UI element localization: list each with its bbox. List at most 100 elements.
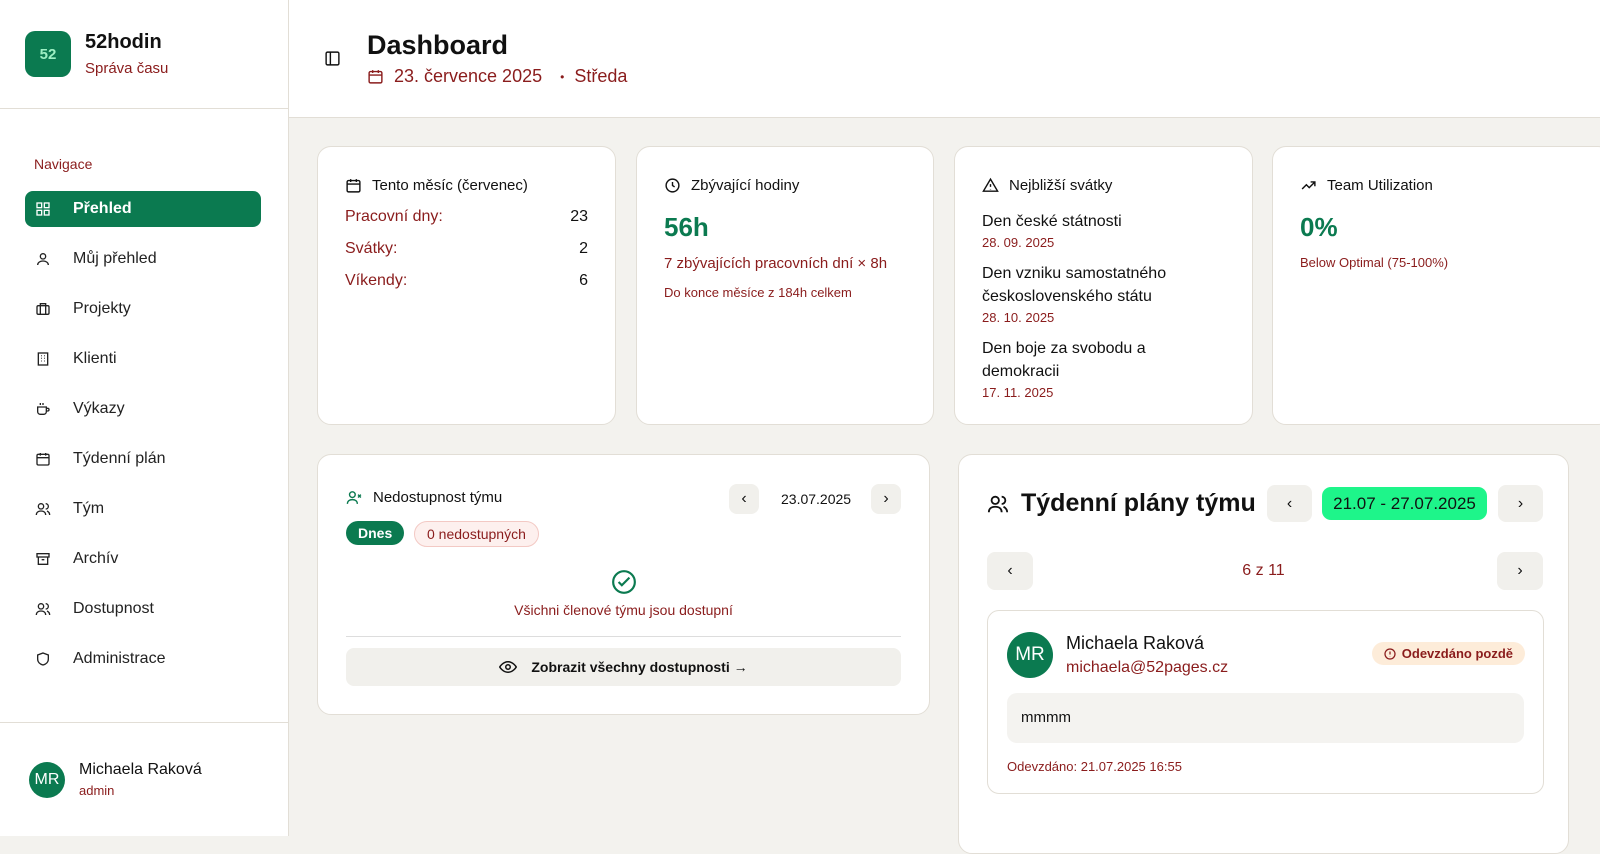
remaining-note: Do konce měsíce z 184h celkem [664, 285, 852, 300]
sidebar-toggle-icon[interactable] [324, 50, 341, 67]
stat-label: Svátky: [345, 240, 398, 257]
brand: 52 52hodin Správa času [0, 0, 288, 109]
weekly-plans-card: Týdenní plány týmu ‹ 21.07 - 27.07.2025 … [958, 454, 1569, 854]
clock-icon [665, 178, 680, 193]
separator: • [560, 69, 565, 84]
avatar: MR [29, 761, 65, 798]
stat-label: Pracovní dny: [345, 208, 443, 225]
stat-value: 6 [579, 272, 588, 289]
card-title: Nejbližší svátky [1009, 177, 1113, 194]
coffee-icon [37, 403, 50, 415]
prev-member-button[interactable]: ‹ [987, 552, 1033, 590]
calendar-icon [368, 70, 383, 84]
stat-label: Víkendy: [345, 272, 408, 289]
holiday-item: Den české státnosti 28. 09. 2025 [982, 210, 1225, 250]
grid-icon [36, 202, 50, 216]
holiday-name: Den vzniku samostatného československého… [982, 265, 1167, 305]
late-status-badge: Odevzdáno pozdě [1371, 642, 1525, 665]
all-available-message: Všichni členové týmu jsou dostupní [514, 602, 733, 618]
sidebar-item-label: Můj přehled [73, 250, 157, 267]
member-pager: 6 z 11 [1242, 562, 1285, 579]
building-icon [37, 352, 49, 366]
next-member-button[interactable]: › [1497, 552, 1543, 590]
holidays-card: Nejbližší svátky Den české státnosti 28. … [954, 146, 1253, 425]
sidebar-item-0[interactable]: Přehled [25, 191, 261, 227]
sidebar-item-1[interactable]: Můj přehled [25, 241, 261, 277]
utilization-value: 0% [1300, 212, 1338, 242]
next-week-button[interactable]: › [1498, 485, 1543, 522]
stat-value: 2 [579, 240, 588, 257]
sidebar-item-7[interactable]: Archív [25, 541, 261, 577]
stat-value: 23 [570, 208, 588, 225]
utilization-note: Below Optimal (75-100%) [1300, 255, 1449, 270]
sidebar-item-5[interactable]: Týdenní plán [25, 441, 261, 477]
briefcase-icon [36, 303, 50, 315]
current-date: 23. července 2025 [394, 66, 543, 86]
alert-circle-icon [1384, 647, 1396, 660]
sidebar-item-label: Dostupnost [73, 600, 154, 617]
user-name: Michaela Raková [79, 761, 202, 778]
member-name: Michaela Raková [1066, 633, 1205, 653]
unavailability-card: Nedostupnost týmu ‹ 23.07.2025 › Dnes 0 … [317, 454, 930, 715]
sidebar-item-label: Projekty [73, 300, 131, 317]
prev-day-button[interactable]: ‹ [729, 484, 759, 514]
check-circle-icon [612, 570, 636, 594]
shield-icon [37, 652, 49, 666]
user-role: admin [79, 783, 115, 798]
holiday-date: 28. 09. 2025 [982, 235, 1055, 250]
card-title: Tento měsíc (červenec) [372, 177, 528, 194]
sidebar-item-3[interactable]: Klienti [25, 341, 261, 377]
sidebar-item-label: Výkazy [73, 400, 125, 417]
sidebar-item-label: Administrace [73, 650, 166, 667]
nav-section-label: Navigace [34, 156, 93, 172]
month-card: Tento měsíc (červenec) Pracovní dny: 23 Sv… [317, 146, 616, 425]
header-date: 23. července 2025 • Středa [367, 66, 627, 87]
week-range: 21.07 - 27.07.2025 [1322, 487, 1487, 520]
prev-week-button[interactable]: ‹ [1267, 485, 1312, 522]
next-day-button[interactable]: › [871, 484, 901, 514]
stat-row: Svátky: 2 [345, 240, 588, 258]
sidebar-item-9[interactable]: Administrace [25, 641, 261, 677]
holiday-item: Den vzniku samostatného československého… [982, 262, 1225, 325]
holiday-item: Den boje za svobodu a demokracii 17. 11. … [982, 337, 1225, 400]
sidebar-item-4[interactable]: Výkazy [25, 391, 261, 427]
plan-content: mmmm [1007, 693, 1524, 743]
calendar-icon [36, 453, 50, 466]
user-profile[interactable]: MR Michaela Raková admin [0, 722, 288, 836]
avatar: MR [1007, 632, 1053, 678]
calendar-icon [346, 179, 361, 193]
sidebar-item-label: Tým [73, 500, 105, 517]
sidebar-item-label: Týdenní plán [73, 450, 166, 467]
user-icon [37, 252, 49, 266]
unavailability-date: 23.07.2025 [781, 491, 852, 507]
app-logo: 52 [25, 31, 71, 77]
sidebar-item-label: Archív [73, 550, 119, 567]
sidebar-item-2[interactable]: Projekty [25, 291, 261, 327]
page-title: Dashboard [367, 30, 509, 60]
users-icon [987, 495, 1009, 512]
member-email[interactable]: michaela@52pages.cz [1066, 659, 1229, 676]
remaining-hours-value: 56h [664, 212, 709, 242]
remaining-hours-card: Zbývající hodiny 56h 7 zbývajících praco… [636, 146, 934, 425]
holiday-date: 28. 10. 2025 [982, 310, 1055, 325]
submitted-at: Odevzdáno: 21.07.2025 16:55 [1007, 759, 1182, 774]
card-title: Team Utilization [1327, 177, 1433, 194]
sidebar: 52 52hodin Správa času Navigace Přehled M… [0, 0, 289, 836]
archive-icon [36, 553, 50, 565]
remaining-detail: 7 zbývajících pracovních dní × 8h [664, 255, 888, 272]
trending-up-icon [1301, 181, 1316, 190]
app-name: 52hodin [85, 31, 162, 53]
today-badge[interactable]: Dnes [346, 521, 405, 545]
utilization-card: Team Utilization 0% Below Optimal (75-10… [1272, 146, 1600, 425]
sidebar-item-6[interactable]: Tým [25, 491, 261, 527]
stat-row: Pracovní dny: 23 [345, 208, 588, 226]
show-all-availability-button[interactable]: Zobrazit všechny dostupnosti → [346, 648, 901, 686]
sidebar-item-8[interactable]: Dostupnost [25, 591, 261, 627]
holiday-name: Den české státnosti [982, 213, 1122, 230]
eye-icon [499, 660, 518, 674]
weekday: Středa [574, 66, 628, 86]
header: Dashboard 23. července 2025 • Středa [289, 0, 1600, 118]
users-icon [35, 603, 51, 616]
card-title: Týdenní plány týmu [1021, 489, 1256, 517]
user-x-icon [346, 491, 362, 504]
